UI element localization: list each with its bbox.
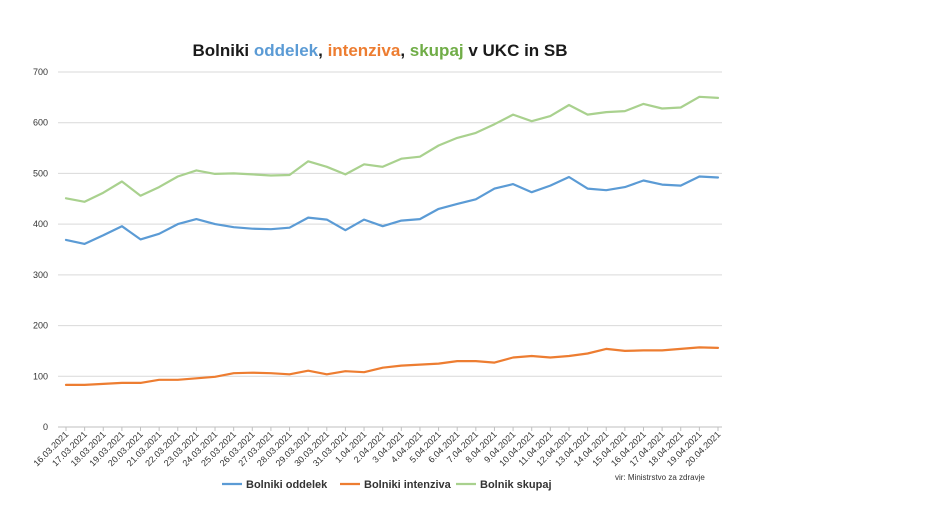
x-axis: 16.03.202117.03.202118.03.202119.03.2021… bbox=[31, 427, 722, 468]
series-line bbox=[64, 346, 720, 386]
y-axis: 0 100 200 300 400 500 600 700 bbox=[33, 67, 48, 432]
chart-title: Bolniki oddelek, intenziva, skupaj v UKC… bbox=[192, 41, 567, 60]
legend: Bolniki oddelek Bolniki intenziva Bolnik s… bbox=[222, 479, 552, 491]
series-line bbox=[64, 175, 720, 245]
y-tick-label: 400 bbox=[33, 219, 48, 229]
series-line bbox=[64, 95, 720, 203]
y-tick-label: 100 bbox=[33, 371, 48, 381]
legend-label: Bolnik skupaj bbox=[480, 479, 552, 491]
legend-label: Bolniki oddelek bbox=[246, 479, 328, 491]
y-tick-label: 600 bbox=[33, 118, 48, 128]
title-part: , bbox=[400, 41, 409, 60]
title-part: oddelek bbox=[254, 41, 319, 60]
legend-label: Bolniki intenziva bbox=[364, 479, 452, 491]
title-part: intenziva bbox=[328, 41, 401, 60]
source-note: vir: Ministrstvo za zdravje bbox=[615, 473, 705, 482]
title-part: v UKC in SB bbox=[464, 41, 568, 60]
y-tick-label: 0 bbox=[43, 422, 48, 432]
series-lines bbox=[64, 95, 720, 386]
title-part: , bbox=[318, 41, 327, 60]
y-tick-label: 300 bbox=[33, 270, 48, 280]
y-tick-label: 200 bbox=[33, 321, 48, 331]
title-part: skupaj bbox=[410, 41, 464, 60]
y-tick-label: 500 bbox=[33, 168, 48, 178]
title-part: Bolniki bbox=[192, 41, 253, 60]
y-tick-label: 700 bbox=[33, 67, 48, 77]
grid-lines bbox=[58, 71, 722, 428]
